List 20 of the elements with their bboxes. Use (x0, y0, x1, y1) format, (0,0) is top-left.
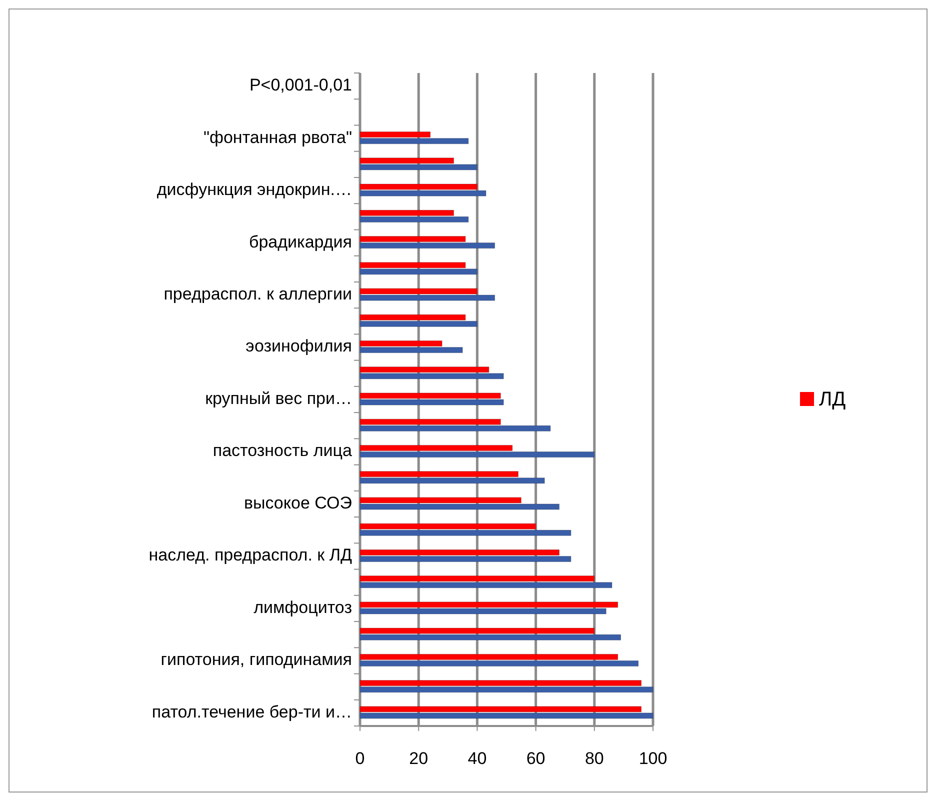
y-tick-label: лимфоцитоз (254, 598, 352, 617)
y-tick-label: наслед. предраспол. к ЛД (148, 546, 352, 565)
x-tick-label: 100 (638, 749, 668, 768)
x-tick-label: 80 (584, 749, 604, 768)
y-tick-label: "фонтанная рвота" (203, 128, 352, 147)
y-tick-label: эозинофилия (246, 336, 352, 356)
legend-label: ЛД (819, 388, 846, 410)
x-tick-label: 40 (468, 749, 487, 768)
y-tick-label: гипотония, гиподинамия (160, 650, 352, 670)
y-tick-label: высокое СОЭ (244, 493, 352, 512)
y-tick-label: P<0,001-0,01 (249, 76, 352, 95)
y-tick-label: пастозность лица (212, 441, 353, 460)
x-tick-label: 60 (526, 749, 546, 768)
y-tick-label: патол.течение бер-ти и… (152, 702, 352, 722)
y-tick-label: дисфункция эндокрин.… (156, 180, 352, 200)
x-tick-label: 20 (409, 749, 428, 768)
y-tick-label: предраспол. к аллергии (164, 284, 352, 304)
y-tick-label: брадикардия (248, 232, 352, 252)
y-tick-label: крупный вес при… (205, 388, 352, 408)
x-tick-label: 0 (355, 749, 365, 768)
